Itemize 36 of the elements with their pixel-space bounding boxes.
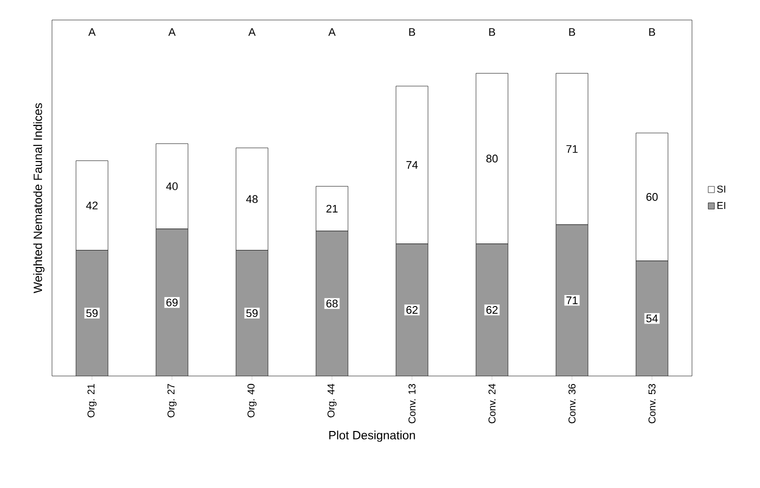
data-label: 71 <box>566 145 578 153</box>
annotation: B <box>409 28 416 36</box>
x-tick-label: Conv. 53 <box>648 384 656 424</box>
x-tick-label: Conv. 13 <box>408 384 416 424</box>
data-label: 42 <box>86 202 98 210</box>
annotation: B <box>569 28 576 36</box>
data-label: 62 <box>486 306 498 314</box>
annotation: A <box>168 28 176 36</box>
data-label: 74 <box>406 161 418 169</box>
x-tick-label: Org. 40 <box>247 384 257 418</box>
x-tick-label: Org. 44 <box>327 384 337 418</box>
x-tick-label: Conv. 24 <box>488 384 496 424</box>
x-tick-label: Org. 21 <box>87 384 97 418</box>
annotation: B <box>489 28 496 36</box>
data-label: 54 <box>646 314 658 322</box>
data-label: 40 <box>166 182 178 190</box>
annotation: A <box>88 28 96 36</box>
data-label: 60 <box>646 193 658 201</box>
data-label: 69 <box>166 298 178 306</box>
data-label: 21 <box>326 204 338 212</box>
data-label: 59 <box>86 309 98 318</box>
data-label: 48 <box>246 195 258 203</box>
annotation: A <box>248 28 256 36</box>
legend-label: SI <box>717 186 726 193</box>
x-tick-label: Org. 27 <box>167 384 177 418</box>
y-axis-title: Weighted Nematode Faunal Indices <box>33 103 44 294</box>
annotation: A <box>328 28 336 36</box>
legend-label: EI <box>717 202 726 209</box>
data-label: 62 <box>406 306 418 314</box>
data-label: 71 <box>566 296 578 304</box>
x-axis-title: Plot Designation <box>329 430 415 442</box>
x-tick-label: Conv. 36 <box>568 384 576 424</box>
annotation: B <box>649 28 656 36</box>
data-label: 59 <box>246 309 258 318</box>
data-label: 80 <box>486 154 498 162</box>
data-label: 68 <box>326 300 338 308</box>
